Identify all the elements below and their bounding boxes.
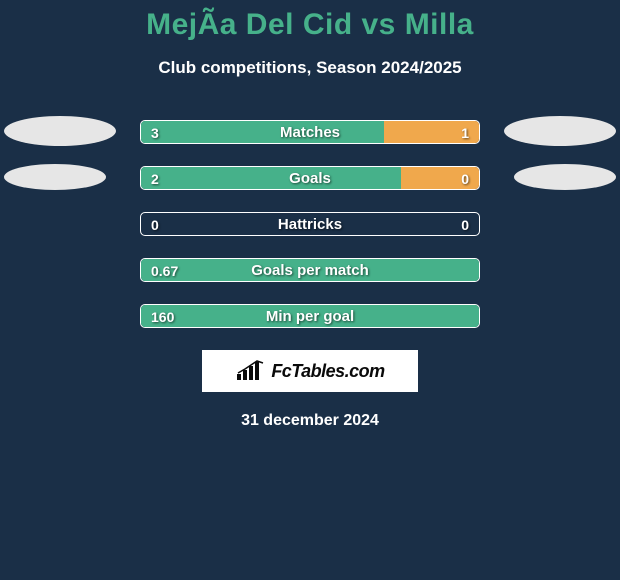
stat-value-right: 0 [461,213,469,236]
stat-bar-left [141,167,401,189]
stat-value-right: 0 [461,167,469,190]
stats-bars: 31Matches20Goals00Hattricks0.67Goals per… [0,120,620,328]
stat-bar-track: 31Matches [140,120,480,144]
comparison-infographic: MejÃ­a Del Cid vs Milla Club competition… [0,0,620,580]
stat-row: 31Matches [0,120,620,144]
stat-value-left: 0.67 [151,259,178,282]
stat-bar-left [141,259,479,281]
stat-value-left: 0 [151,213,159,236]
stat-bar-track: 0 0Hattricks [140,212,480,236]
stat-bar-track: 160Min per goal [140,304,480,328]
page-subtitle: Club competitions, Season 2024/2025 [0,58,620,78]
stat-row: 20Goals [0,166,620,190]
date-text: 31 december 2024 [0,412,620,430]
stat-bar-track: 20Goals [140,166,480,190]
page-title: MejÃ­a Del Cid vs Milla [0,0,620,42]
stat-bar-left [141,305,479,327]
brand-badge: FcTables.com [202,350,418,392]
stat-value-right: 1 [461,121,469,144]
stat-value-left: 2 [151,167,159,190]
stat-row: 160Min per goal [0,304,620,328]
player-avatar-left [4,116,116,146]
player-avatar-right [514,164,616,190]
stat-bar-track: 0.67Goals per match [140,258,480,282]
player-avatar-left [4,164,106,190]
chart-icon [235,360,267,382]
player-avatar-right [504,116,616,146]
stat-value-left: 160 [151,305,174,328]
stat-row: 0.67Goals per match [0,258,620,282]
stat-value-left: 3 [151,121,159,144]
stat-bar-left [141,121,384,143]
brand-text: FcTables.com [271,361,384,382]
stat-label: Hattricks [141,213,479,236]
stat-row: 0 0Hattricks [0,212,620,236]
